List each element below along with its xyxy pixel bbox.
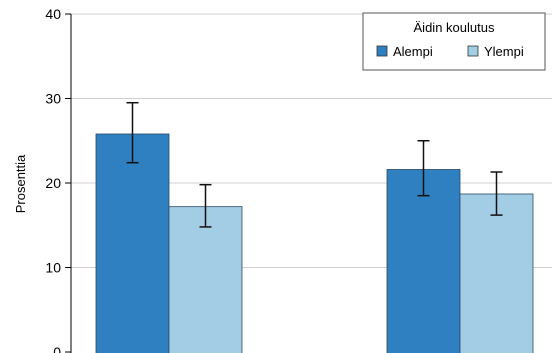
legend-swatch-ylempi bbox=[467, 45, 479, 57]
bar-ylempi-1 bbox=[459, 193, 534, 353]
y-tick-label: 40 bbox=[45, 6, 61, 22]
legend-label-ylempi: Ylempi bbox=[484, 44, 524, 59]
legend-box bbox=[362, 12, 546, 71]
y-tick-label: 20 bbox=[45, 175, 61, 191]
y-axis-title: Prosenttia bbox=[13, 154, 28, 213]
error-bars bbox=[126, 101, 503, 228]
legend-label-alempi: Alempi bbox=[393, 44, 433, 59]
y-tick-label: 0 bbox=[53, 344, 61, 353]
bar-ylempi-0 bbox=[168, 206, 243, 353]
bars bbox=[95, 133, 534, 353]
y-tick-label: 30 bbox=[45, 91, 61, 107]
legend-swatch-alempi bbox=[376, 45, 388, 57]
bar-alempi-0 bbox=[95, 133, 170, 353]
y-tick-label: 10 bbox=[45, 260, 61, 276]
y-axis: 0 10 20 30 40 bbox=[45, 6, 72, 353]
bar-alempi-1 bbox=[386, 169, 461, 353]
legend: Äidin koulutus Alempi Ylempi bbox=[362, 12, 546, 71]
legend-title: Äidin koulutus bbox=[414, 20, 495, 35]
